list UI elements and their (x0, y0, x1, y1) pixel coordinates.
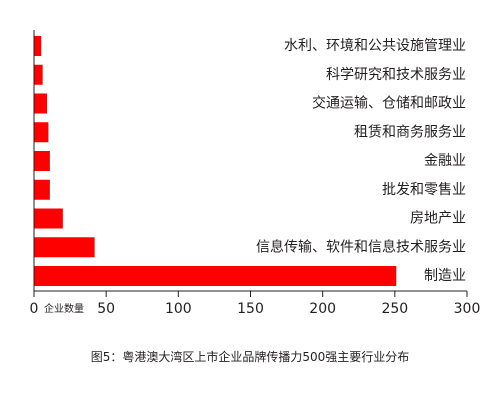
bar-5 (34, 179, 50, 200)
x-tick-label-1: 50 (97, 301, 115, 317)
bar-7 (34, 237, 95, 258)
bar-1 (34, 64, 43, 85)
x-tick-labels-group: 0 50 100 150 200 250 300 (30, 301, 481, 317)
category-label-5: 批发和零售业 (382, 182, 466, 198)
x-tick-label-5: 250 (381, 301, 408, 317)
bar-8 (34, 266, 397, 286)
x-tick-label-3: 150 (237, 301, 264, 317)
category-label-0: 水利、环境和公共设施管理业 (284, 38, 466, 54)
x-tick-label-0: 0 (30, 301, 39, 317)
category-label-7: 信息传输、软件和信息技术服务业 (256, 238, 466, 255)
category-label-6: 房地产业 (410, 211, 466, 227)
category-label-1: 科学研究和技术服务业 (326, 67, 466, 83)
bar-6 (34, 208, 63, 229)
category-label-3: 租赁和商务服务业 (354, 124, 466, 140)
bar-3 (34, 122, 49, 143)
x-tick-label-4: 200 (309, 301, 336, 317)
figure-caption: 图5：粤港澳大湾区上市企业品牌传播力500强主要行业分布 (90, 350, 410, 364)
category-label-4: 金融业 (424, 153, 466, 169)
category-label-8: 制造业 (424, 268, 466, 284)
bar-2 (34, 93, 47, 114)
x-ticks-group (33, 291, 468, 297)
x-tick-label-6: 300 (454, 301, 481, 317)
bar-4 (34, 151, 50, 171)
category-label-2: 交通运输、仓储和邮政业 (312, 95, 466, 112)
x-tick-label-2: 100 (165, 301, 192, 317)
x-axis-title: 企业数量 (44, 302, 84, 315)
category-labels-group: 水利、环境和公共设施管理业科学研究和技术服务业交通运输、仓储和邮政业租赁和商务服… (256, 38, 466, 284)
bar-0 (34, 36, 42, 56)
bars-group (34, 36, 397, 286)
